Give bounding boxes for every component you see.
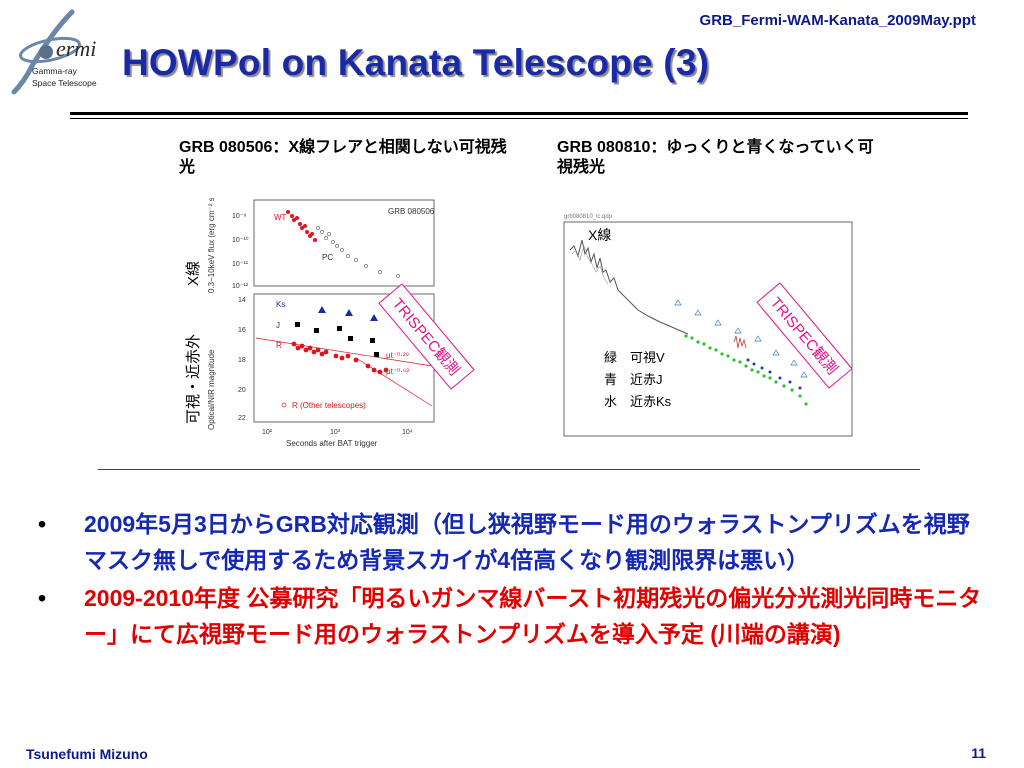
title-rule-thick: [70, 112, 968, 115]
legend-j: 青 近赤J: [604, 372, 663, 387]
fit2-label: μt⁻⁰·⁶³: [386, 367, 409, 376]
fermi-logo: ermi Gamma-ray Space Telescope: [10, 6, 122, 98]
left-caption: GRB 080506：X線フレアと相関しない可視残光: [179, 139, 507, 176]
ytick-top-0: 10⁻⁹: [232, 213, 246, 220]
logo-sub1: Gamma-ray: [32, 66, 78, 76]
ylabel-xray: 0.3−10keV flux (erg cm⁻² s⁻¹): [207, 198, 216, 293]
ytick-top-2: 10⁻¹¹: [232, 261, 249, 268]
footer-author: Tsunefumi Mizuno: [26, 746, 148, 762]
xtick-0: 10²: [262, 429, 273, 436]
wt-label: WT: [274, 213, 287, 222]
fit1-label: μt⁻⁰·²⁹: [386, 351, 409, 360]
xray-panel-frame: [253, 199, 435, 287]
j-points: [746, 358, 802, 390]
ytick-bottom-1: 16: [238, 327, 246, 334]
file-name: GRB_Fermi-WAM-Kanata_2009May.ppt: [699, 12, 976, 29]
ytick-top-1: 10⁻¹⁰: [232, 236, 249, 244]
bullet-item-2: • 2009-2010年度 公募研究「明るいガンマ線バースト初期残光の偏光分光測…: [38, 580, 988, 652]
logo-wordmark: ermi: [56, 36, 96, 61]
xray-label: X線: [588, 227, 611, 243]
xtick-1: 10³: [330, 429, 341, 436]
ytick-bottom-3: 20: [238, 387, 246, 394]
title-rule-thin: [70, 118, 968, 119]
other-marker: [281, 402, 287, 408]
pc-label: PC: [322, 253, 333, 262]
bullet-text-1: 2009年5月3日からGRB対応観測（但し狭視野モード用のウォラストンプリズムを…: [84, 511, 970, 573]
j-label: J: [276, 321, 280, 330]
ytick-bottom-2: 18: [238, 357, 246, 364]
ytick-top-3: 10⁻¹²: [232, 283, 249, 290]
file-label: grb080810_lc.qdp: [564, 214, 613, 220]
page-number: 11: [971, 745, 986, 761]
side-label-optical: 可視・近赤外: [185, 334, 202, 424]
grb080810-lightcurve: grb080810_lc.qdp X線: [548, 210, 860, 460]
j-points: [295, 322, 379, 357]
xlabel: Seconds after BAT trigger: [286, 439, 378, 448]
wt-points: [286, 210, 317, 242]
logo-sub2: Space Telescope: [32, 78, 97, 88]
right-caption: GRB 080810：ゆっくりと青くなっていく可視残光: [557, 139, 874, 176]
v-points: [684, 334, 808, 406]
fit-line-2: [355, 357, 433, 407]
grb080506-lightcurve: X線 可視・近赤外 0.3−10keV flux (erg cm⁻² s⁻¹) …: [176, 188, 438, 452]
legend-ks: 水 近赤Ks: [604, 394, 672, 409]
r-label: R: [276, 341, 282, 350]
bullet-dot: •: [38, 585, 47, 611]
ytick-bottom-0: 14: [238, 297, 246, 304]
plot-title: GRB 080506: [388, 207, 435, 216]
red-segment: [733, 335, 747, 349]
fit-line-1: [255, 337, 433, 367]
section-divider: [98, 469, 920, 470]
xray-curve: [569, 239, 689, 335]
plot-frame: [563, 221, 853, 437]
ks-label: Ks: [276, 300, 285, 309]
slide-title: HOWPol on Kanata Telescope (3): [122, 42, 710, 83]
side-label-xray: X線: [185, 261, 202, 286]
bullet-text-2: 2009-2010年度 公募研究「明るいガンマ線バースト初期残光の偏光分光測光同…: [84, 585, 982, 647]
xtick-2: 10⁴: [402, 429, 413, 436]
ytick-bottom-4: 22: [238, 415, 246, 422]
bullet-item-1: • 2009年5月3日からGRB対応観測（但し狭視野モード用のウォラストンプリズ…: [38, 506, 988, 578]
bullet-dot: •: [38, 511, 47, 537]
bullet-list: • 2009年5月3日からGRB対応観測（但し狭視野モード用のウォラストンプリズ…: [38, 506, 988, 654]
ylabel-optical: Optical/NIR magnitude: [207, 349, 216, 430]
pc-points: [316, 226, 400, 278]
legend-v: 緑 可視V: [604, 350, 665, 365]
ks-points: [318, 306, 378, 321]
nir-points: [674, 299, 808, 378]
other-label: R (Other telescopes): [292, 401, 366, 410]
